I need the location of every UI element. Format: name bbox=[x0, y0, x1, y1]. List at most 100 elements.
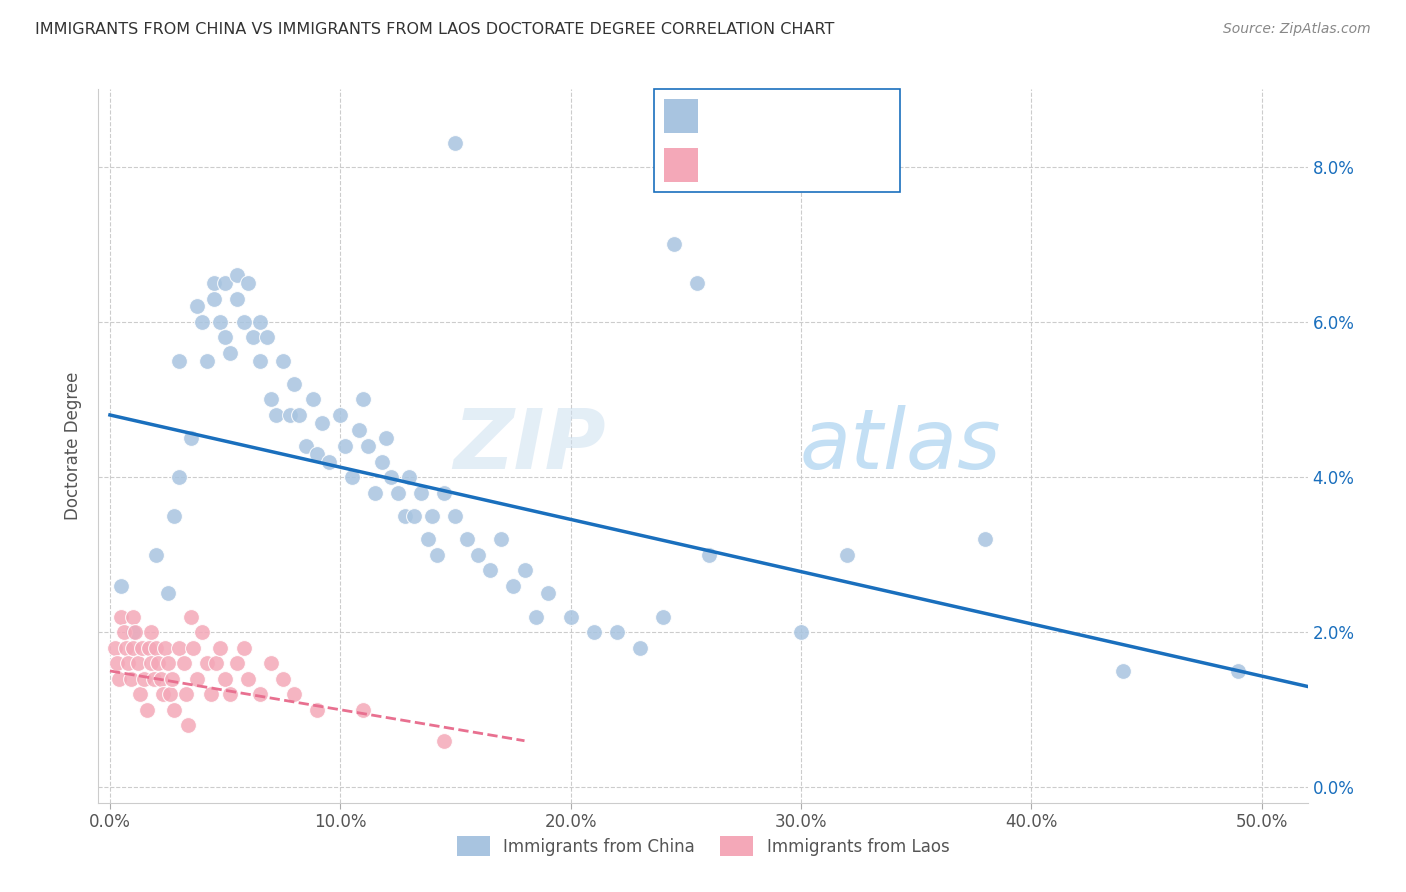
Point bbox=[664, 237, 686, 252]
Point bbox=[974, 532, 997, 546]
Point bbox=[225, 268, 247, 283]
Point bbox=[333, 439, 356, 453]
Text: IMMIGRANTS FROM CHINA VS IMMIGRANTS FROM LAOS DOCTORATE DEGREE CORRELATION CHART: IMMIGRANTS FROM CHINA VS IMMIGRANTS FROM… bbox=[35, 22, 835, 37]
Point bbox=[115, 640, 138, 655]
Point bbox=[524, 609, 547, 624]
Point bbox=[560, 609, 582, 624]
Point bbox=[347, 424, 370, 438]
Point bbox=[444, 136, 467, 151]
Point bbox=[134, 672, 156, 686]
Point bbox=[225, 656, 247, 670]
Point bbox=[138, 640, 160, 655]
Point bbox=[112, 625, 135, 640]
Point bbox=[249, 353, 271, 368]
Point bbox=[491, 532, 513, 546]
Point bbox=[606, 625, 628, 640]
Point bbox=[394, 508, 416, 523]
Point bbox=[156, 656, 179, 670]
Point bbox=[311, 416, 333, 430]
Point bbox=[145, 640, 167, 655]
Point bbox=[422, 508, 444, 523]
Text: 53: 53 bbox=[848, 155, 872, 174]
Point bbox=[159, 687, 181, 701]
Point bbox=[278, 408, 301, 422]
Point bbox=[167, 353, 190, 368]
Text: N =: N = bbox=[814, 107, 851, 126]
Bar bbox=[664, 148, 699, 181]
Point bbox=[214, 276, 236, 290]
Point bbox=[513, 563, 536, 577]
Point bbox=[686, 276, 709, 290]
Point bbox=[271, 353, 294, 368]
Point bbox=[131, 640, 153, 655]
Point bbox=[283, 687, 305, 701]
Point bbox=[375, 431, 398, 445]
Point bbox=[180, 609, 202, 624]
FancyBboxPatch shape bbox=[654, 89, 900, 192]
Point bbox=[651, 145, 673, 159]
Text: R =: R = bbox=[709, 107, 744, 126]
Point bbox=[191, 625, 214, 640]
Point bbox=[145, 548, 167, 562]
Point bbox=[628, 640, 651, 655]
Point bbox=[467, 548, 489, 562]
Point bbox=[110, 609, 132, 624]
Point bbox=[200, 687, 222, 701]
Point bbox=[502, 579, 524, 593]
Point bbox=[108, 672, 131, 686]
Point bbox=[352, 703, 374, 717]
Point bbox=[142, 672, 165, 686]
Point bbox=[218, 687, 240, 701]
Point bbox=[318, 454, 340, 468]
Text: -0.382: -0.382 bbox=[748, 107, 807, 126]
Legend: Immigrants from China, Immigrants from Laos: Immigrants from China, Immigrants from L… bbox=[450, 830, 956, 863]
Point bbox=[174, 687, 197, 701]
Point bbox=[260, 392, 283, 407]
Point bbox=[110, 579, 132, 593]
Point bbox=[209, 315, 232, 329]
Point bbox=[160, 672, 183, 686]
Point bbox=[202, 292, 225, 306]
Point bbox=[205, 656, 228, 670]
Point bbox=[370, 454, 392, 468]
Point bbox=[209, 640, 232, 655]
Text: 75: 75 bbox=[848, 107, 872, 126]
Point bbox=[186, 299, 208, 313]
Point bbox=[124, 625, 146, 640]
Point bbox=[180, 431, 202, 445]
Point bbox=[790, 625, 813, 640]
Point bbox=[288, 408, 311, 422]
Point bbox=[156, 586, 179, 600]
Point bbox=[167, 640, 190, 655]
Bar bbox=[664, 99, 699, 133]
Point bbox=[236, 276, 259, 290]
Point bbox=[329, 408, 352, 422]
Point bbox=[398, 470, 420, 484]
Point bbox=[127, 656, 149, 670]
Point bbox=[301, 392, 323, 407]
Point bbox=[135, 703, 157, 717]
Point bbox=[307, 447, 329, 461]
Point bbox=[181, 640, 204, 655]
Text: Source: ZipAtlas.com: Source: ZipAtlas.com bbox=[1223, 22, 1371, 37]
Point bbox=[271, 672, 294, 686]
Point bbox=[232, 640, 254, 655]
Point bbox=[409, 485, 432, 500]
Point bbox=[352, 392, 374, 407]
Point bbox=[364, 485, 387, 500]
Point bbox=[456, 532, 478, 546]
Text: -0.199: -0.199 bbox=[748, 155, 807, 174]
Point bbox=[256, 330, 278, 344]
Point bbox=[202, 276, 225, 290]
Text: N =: N = bbox=[814, 155, 851, 174]
Point bbox=[225, 292, 247, 306]
Point bbox=[120, 672, 142, 686]
Point bbox=[264, 408, 287, 422]
Point bbox=[141, 625, 163, 640]
Point bbox=[128, 687, 150, 701]
Point bbox=[177, 718, 200, 732]
Point bbox=[242, 330, 264, 344]
Point bbox=[444, 508, 467, 523]
Point bbox=[357, 439, 380, 453]
Point bbox=[249, 687, 271, 701]
